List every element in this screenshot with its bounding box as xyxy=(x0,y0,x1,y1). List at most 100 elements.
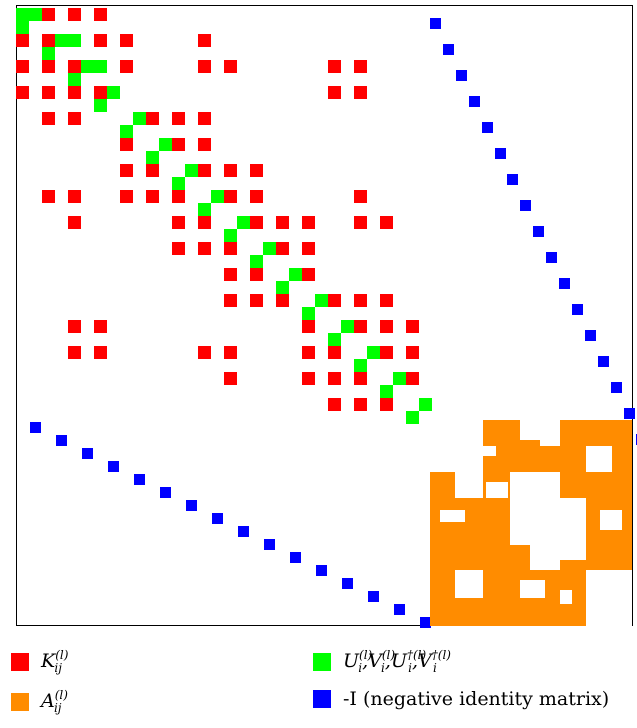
k-block xyxy=(42,34,55,47)
k-block xyxy=(276,294,289,307)
k-block xyxy=(172,138,185,151)
k-block xyxy=(16,86,29,99)
a-matrix-hole xyxy=(586,446,612,472)
k-block xyxy=(380,294,393,307)
k-block xyxy=(250,294,263,307)
k-block xyxy=(354,86,367,99)
k-block xyxy=(302,372,315,385)
u-block xyxy=(16,8,29,21)
identity-block xyxy=(611,382,622,393)
k-block xyxy=(172,190,185,203)
identity-block xyxy=(546,252,557,263)
k-block xyxy=(224,190,237,203)
k-block xyxy=(16,60,29,73)
k-block xyxy=(354,294,367,307)
identity-block xyxy=(598,356,609,367)
k-block xyxy=(42,60,55,73)
k-block xyxy=(328,372,341,385)
k-block xyxy=(354,398,367,411)
k-block xyxy=(224,268,237,281)
k-block xyxy=(354,216,367,229)
k-block xyxy=(198,34,211,47)
u-block xyxy=(172,177,185,190)
k-block xyxy=(224,242,237,255)
identity-block xyxy=(368,591,379,602)
a-matrix-hole xyxy=(440,510,465,522)
a-matrix-hole xyxy=(455,472,483,498)
k-block xyxy=(146,112,159,125)
k-block xyxy=(250,164,263,177)
legend-u-swatch xyxy=(313,652,331,671)
k-block xyxy=(328,398,341,411)
k-block xyxy=(380,320,393,333)
identity-block xyxy=(238,526,249,537)
u-block xyxy=(146,151,159,164)
a-matrix-hole xyxy=(455,570,483,598)
u-block xyxy=(419,398,432,411)
identity-block xyxy=(482,122,493,133)
k-block xyxy=(120,164,133,177)
k-block xyxy=(302,320,315,333)
identity-block xyxy=(30,422,41,433)
u-block xyxy=(380,385,393,398)
k-block xyxy=(94,34,107,47)
u-block xyxy=(81,60,94,73)
u-block xyxy=(42,47,55,60)
k-block xyxy=(198,112,211,125)
legend-k-label: K(l)ij xyxy=(41,648,69,675)
a-matrix-hole xyxy=(486,482,508,498)
legend-u-label: U(l)i,V(l)i,U†(l)i,V†(l)i xyxy=(343,648,451,675)
u-block xyxy=(94,60,107,73)
legend-a: A(l)ij xyxy=(11,688,68,715)
a-matrix-hole xyxy=(520,420,560,446)
k-block xyxy=(302,216,315,229)
k-block xyxy=(406,346,419,359)
k-block xyxy=(68,216,81,229)
k-block xyxy=(250,190,263,203)
k-block xyxy=(42,8,55,21)
identity-block xyxy=(443,44,454,55)
identity-block xyxy=(585,330,596,341)
k-block xyxy=(406,320,419,333)
k-block xyxy=(328,346,341,359)
u-block xyxy=(185,164,198,177)
legend-i-label: -I (negative identity matrix) xyxy=(343,688,610,710)
u-block xyxy=(55,34,68,47)
k-block xyxy=(42,190,55,203)
k-block xyxy=(354,60,367,73)
k-block xyxy=(250,268,263,281)
k-block xyxy=(302,268,315,281)
u-block xyxy=(120,125,133,138)
k-block xyxy=(224,294,237,307)
identity-block xyxy=(264,539,275,550)
legend-k-swatch xyxy=(11,652,29,671)
identity-block xyxy=(186,500,197,511)
legend-a-label: A(l)ij xyxy=(41,688,68,715)
k-block xyxy=(380,398,393,411)
identity-block xyxy=(520,200,531,211)
k-block xyxy=(380,346,393,359)
u-block xyxy=(94,99,107,112)
k-block xyxy=(224,346,237,359)
identity-block xyxy=(160,487,171,498)
k-block xyxy=(42,86,55,99)
identity-block xyxy=(290,552,301,563)
u-block xyxy=(276,281,289,294)
k-block xyxy=(68,112,81,125)
k-block xyxy=(120,60,133,73)
k-block xyxy=(42,112,55,125)
u-block xyxy=(393,372,406,385)
k-block xyxy=(328,294,341,307)
negative-identity-blocks xyxy=(30,18,637,628)
a-matrix-hole xyxy=(480,446,496,456)
identity-block xyxy=(108,461,119,472)
legend-i: -I (negative identity matrix) xyxy=(313,688,609,710)
k-block xyxy=(198,138,211,151)
u-block xyxy=(250,255,263,268)
k-block xyxy=(94,320,107,333)
k-block xyxy=(224,164,237,177)
identity-block xyxy=(82,448,93,459)
k-block xyxy=(198,216,211,229)
k-block xyxy=(224,60,237,73)
identity-block xyxy=(420,617,431,628)
